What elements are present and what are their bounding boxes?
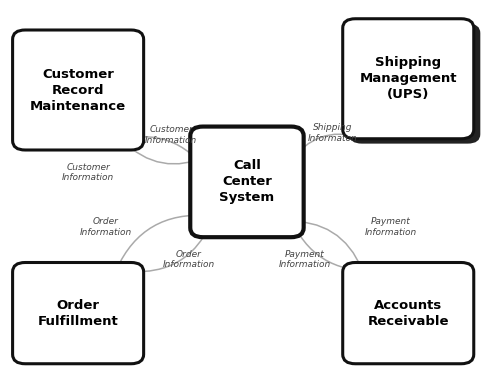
Text: Payment
Information: Payment Information — [279, 250, 331, 269]
Text: Order
Information: Order Information — [163, 250, 215, 269]
FancyArrowPatch shape — [291, 134, 360, 162]
FancyBboxPatch shape — [343, 19, 474, 139]
Text: Order
Fulfillment: Order Fulfillment — [38, 298, 118, 328]
FancyArrowPatch shape — [122, 140, 209, 164]
Text: Shipping
Management
(UPS): Shipping Management (UPS) — [359, 56, 457, 101]
Text: Customer
Information: Customer Information — [62, 163, 114, 182]
Text: Order
Information: Order Information — [80, 217, 132, 237]
Text: Customer
Information: Customer Information — [145, 125, 198, 145]
FancyBboxPatch shape — [349, 24, 480, 144]
FancyArrowPatch shape — [285, 221, 363, 270]
Text: Payment
Information: Payment Information — [364, 217, 417, 237]
Text: Customer
Record
Maintenance: Customer Record Maintenance — [30, 68, 126, 112]
FancyArrowPatch shape — [116, 215, 209, 269]
Text: Shipping
Informaton: Shipping Informaton — [308, 123, 357, 143]
Text: Call
Center
System: Call Center System — [219, 159, 275, 204]
FancyArrowPatch shape — [129, 223, 211, 272]
FancyBboxPatch shape — [13, 30, 144, 150]
FancyArrowPatch shape — [290, 217, 375, 271]
Text: Accounts
Receivable: Accounts Receivable — [367, 298, 449, 328]
FancyArrowPatch shape — [116, 137, 208, 173]
FancyBboxPatch shape — [13, 262, 144, 364]
FancyBboxPatch shape — [343, 262, 474, 364]
FancyBboxPatch shape — [190, 127, 303, 237]
